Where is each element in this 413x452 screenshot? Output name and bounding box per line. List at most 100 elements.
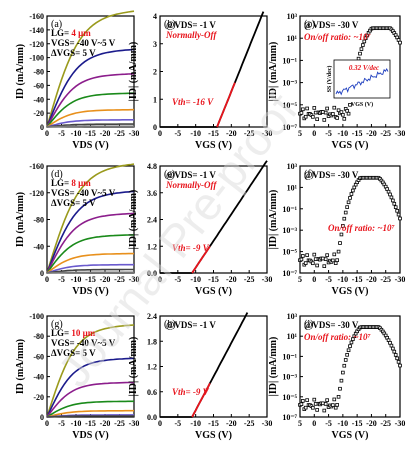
y-tick-label: 10⁻¹	[282, 56, 297, 65]
data-point	[342, 117, 347, 121]
data-point	[392, 201, 397, 206]
data-point	[336, 249, 341, 254]
annotation-0: @VDS= -1 V	[166, 320, 216, 330]
data-point	[305, 253, 309, 257]
data-point	[305, 398, 309, 402]
data-point	[346, 111, 351, 116]
x-axis-label: VGS (V)	[195, 140, 232, 151]
x-tick-label: -25	[114, 419, 125, 428]
data-point	[349, 192, 354, 196]
y-tick-label: -80	[33, 68, 44, 77]
series-line	[46, 271, 134, 274]
data-point	[325, 398, 329, 402]
x-tick-label: -25	[244, 129, 255, 138]
data-point	[321, 256, 325, 261]
x-tick-label: -5	[325, 275, 332, 284]
data-point	[388, 192, 392, 197]
plot-frame	[159, 315, 268, 418]
x-tick-label: -20	[226, 129, 237, 138]
x-tick-label: 0	[158, 419, 162, 428]
data-point	[346, 200, 351, 205]
x-tick-label: -15	[85, 129, 96, 138]
x-tick-label: 0	[158, 129, 162, 138]
data-point	[339, 232, 344, 237]
y-tick-label: -80	[33, 216, 44, 225]
y-tick-label: 0.0	[147, 269, 157, 278]
x-tick-label: -5	[58, 129, 65, 138]
x-tick-label: -25	[244, 275, 255, 284]
data-point	[335, 403, 339, 407]
series-line	[46, 268, 134, 274]
data-point	[335, 258, 339, 262]
x-tick-label: -5	[174, 129, 181, 138]
data-point	[359, 47, 364, 51]
panel-g: (g)0 -5 -10 -15 -20 -25 -300-20-40-60-80-100VD…	[15, 312, 139, 441]
annotation-2: ΔVGS= 5 V	[51, 348, 96, 358]
inset-ss-curve	[335, 68, 389, 96]
x-tick-label: -10	[71, 275, 82, 284]
x-tick-label: -30	[395, 129, 406, 138]
y-tick-label: 0	[40, 123, 44, 132]
x-tick-label: -30	[129, 419, 140, 428]
annotation-0: @VDS= -1 V	[166, 20, 216, 30]
annotation-0: LG= 8 μm	[51, 178, 91, 188]
data-point	[331, 403, 335, 407]
x-tick-label: -20	[366, 275, 377, 284]
y-tick-label: 0	[40, 413, 44, 422]
y-tick-label: 10³	[287, 162, 298, 171]
series-line	[46, 409, 134, 418]
x-tick-label: -10	[190, 275, 201, 284]
threshold-fit	[216, 82, 236, 128]
y-axis-label: ID (mA/mm)	[15, 339, 26, 394]
y-tick-label: 3	[153, 40, 157, 49]
data-point	[315, 117, 319, 121]
data-point	[345, 353, 349, 357]
vth-label: Vth= -16 V	[172, 97, 214, 107]
x-tick-label: -25	[114, 275, 125, 284]
y-tick-label: -60	[33, 81, 44, 90]
x-tick-label: -10	[338, 275, 349, 284]
y-tick-label: 10¹	[287, 183, 298, 192]
y-tick-label: 10¹	[287, 34, 298, 43]
data-point	[299, 402, 304, 406]
x-tick-label: 0	[312, 419, 316, 428]
data-point	[303, 114, 308, 119]
data-point	[362, 39, 367, 44]
y-tick-label: 10⁻⁵	[282, 393, 297, 402]
data-point	[389, 195, 394, 200]
data-point	[398, 363, 402, 368]
series-line	[46, 400, 134, 418]
x-tick-label: -30	[395, 419, 406, 428]
panel-label: (a)	[51, 19, 62, 30]
x-tick-label: -5	[325, 129, 332, 138]
x-tick-label: -20	[366, 129, 377, 138]
data-point	[315, 408, 319, 412]
data-point	[312, 106, 317, 110]
data-point	[346, 348, 351, 353]
y-tick-label: 10¹	[287, 332, 298, 341]
x-tick-label: -20	[226, 419, 237, 428]
annotation-1: VGS= -40 V~5 V	[51, 38, 116, 48]
panel-label: (h)	[164, 319, 176, 330]
y-tick-label: 3.6	[147, 189, 157, 198]
x-tick-label: -25	[114, 129, 125, 138]
x-tick-label: 5	[298, 129, 302, 138]
data-point	[345, 205, 349, 209]
annotation-2: ΔVGS= 5 V	[51, 48, 96, 58]
data-point	[342, 216, 347, 221]
x-tick-label: -15	[352, 129, 363, 138]
vth-label: Vth= -9 V	[172, 243, 210, 253]
panel-a: (a)0 -5 -10 -15 -20 -25 -300-20-40-60-80-100-1…	[15, 10, 139, 151]
data-point	[332, 105, 337, 110]
x-tick-label: -15	[85, 275, 96, 284]
data-point	[312, 397, 317, 402]
data-point	[341, 112, 345, 117]
data-point	[331, 258, 335, 263]
y-axis-label: ID (mA/mm)	[15, 192, 26, 247]
y-tick-label: 10⁻⁷	[282, 123, 297, 132]
data-point	[311, 405, 315, 410]
y-tick-label: -20	[33, 109, 44, 118]
data-point	[325, 253, 329, 257]
y-axis-label: |ID| (mA/mm)	[128, 190, 139, 250]
x-tick-label: 5	[298, 419, 302, 428]
